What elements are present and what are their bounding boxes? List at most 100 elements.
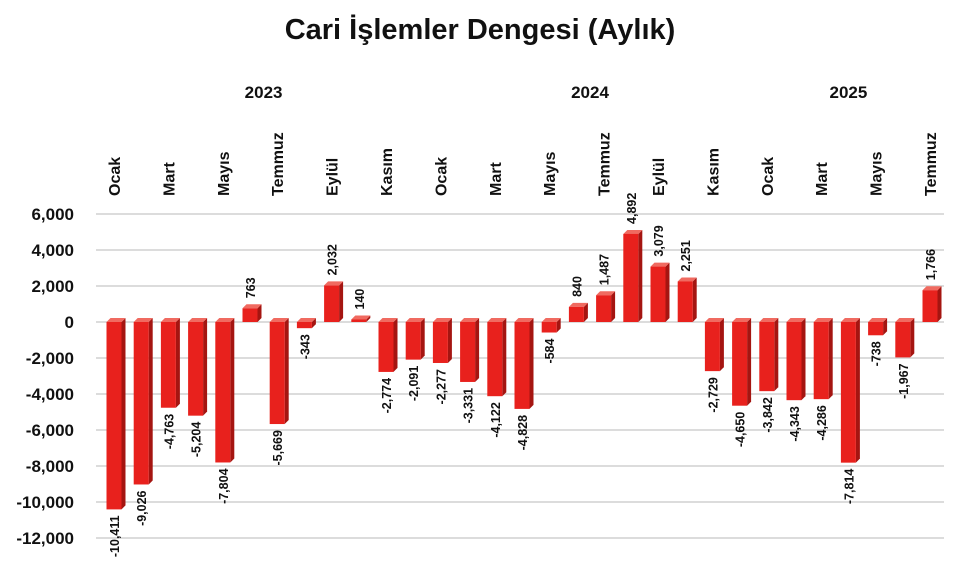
bar [215,318,235,463]
month-label: Eylül [651,158,668,196]
bar-front [895,322,911,358]
bar-front [405,322,421,360]
bar-top [786,318,806,322]
bar [813,318,833,400]
month-label: Mart [814,162,831,196]
bar [623,229,643,322]
bar-top [541,318,561,322]
y-tick-label: 4,000 [31,241,74,260]
data-label: -4,828 [516,415,530,450]
bar-side [311,318,316,329]
bar-top [269,318,289,322]
year-label: 2023 [245,83,283,102]
data-label: -5,669 [271,430,285,465]
bar [541,318,561,333]
year-label: 2024 [571,83,609,102]
bar-top [732,318,752,322]
month-label: Temmuz [923,132,940,196]
month-label: Temmuz [270,132,287,196]
bar-front [106,322,122,510]
month-label: Mayıs [869,151,886,196]
bar-side [148,318,153,485]
bar [650,262,670,322]
bar-side [910,318,915,358]
bar-front [460,322,476,382]
bar-front [160,322,176,408]
data-label: -4,343 [788,406,802,441]
bar [351,315,371,322]
bar-front [133,322,149,485]
month-label: Ocak [760,157,777,196]
bar [269,318,289,425]
year-labels: 2023 2024 2025 [245,83,868,102]
bar-top [895,318,915,322]
bar [432,318,452,363]
bar-front [269,322,285,425]
bar-top [405,318,425,322]
month-labels: Ocak Mart Mayıs Temmuz Eylül Kasım Ocak Mart May… [107,132,940,196]
bar-side [529,318,534,409]
data-label: 2,032 [326,244,340,275]
bar-front [215,322,231,463]
bar [568,302,588,322]
month-label: Mayıs [542,151,559,196]
bar-top [650,262,670,267]
data-label: 763 [244,277,258,298]
bar [242,304,262,322]
bar-side [203,318,208,416]
bar-side [339,281,344,322]
bar-top [188,318,208,322]
bar-top [677,277,697,282]
bar-front [868,322,884,336]
data-label: -4,650 [734,412,748,447]
bar-top [378,318,398,322]
bar [460,318,480,382]
bar-front [732,322,748,406]
bar [188,318,208,416]
bar-front [623,233,639,322]
bar [133,318,153,485]
bar-front [188,322,204,416]
bar-side [937,286,942,322]
bar-side [230,318,235,463]
bar-side [801,318,806,401]
bar-front [541,322,557,333]
y-tick-label: -2,000 [26,349,74,368]
bar-front [296,322,312,329]
bar-front [813,322,829,400]
data-label: -2,091 [407,366,421,401]
bar-front [704,322,720,372]
bar-side [665,262,670,322]
bar [596,291,616,322]
bar [160,318,180,408]
data-label: -4,122 [489,402,503,437]
bar [868,318,888,336]
bar-front [759,322,775,392]
y-tick-label: -10,000 [16,493,74,512]
bar [677,277,697,322]
bar-side [393,318,398,372]
bar-side [747,318,752,406]
month-label: Kasım [705,148,722,196]
bar-front [487,322,503,397]
data-label: 840 [570,276,584,297]
bar-top [568,302,588,307]
bar [514,318,534,409]
data-label: -4,286 [815,405,829,440]
data-label: -10,411 [108,515,122,557]
data-label: -584 [543,338,557,363]
bar-side [475,318,480,382]
bar-top [324,281,344,286]
bar-top [868,318,888,322]
bar [405,318,425,360]
y-tick-label: -4,000 [26,385,74,404]
bar-side [257,304,262,322]
bar [296,318,316,329]
y-axis: 6,000 4,000 2,000 0 -2,000 -4,000 -6,000 -8,000… [16,205,74,548]
bar-side [719,318,724,372]
bar-top [296,318,316,322]
bar-side [638,229,643,322]
bar-side [284,318,289,425]
bar-top [596,291,616,296]
bar-front [351,319,367,322]
